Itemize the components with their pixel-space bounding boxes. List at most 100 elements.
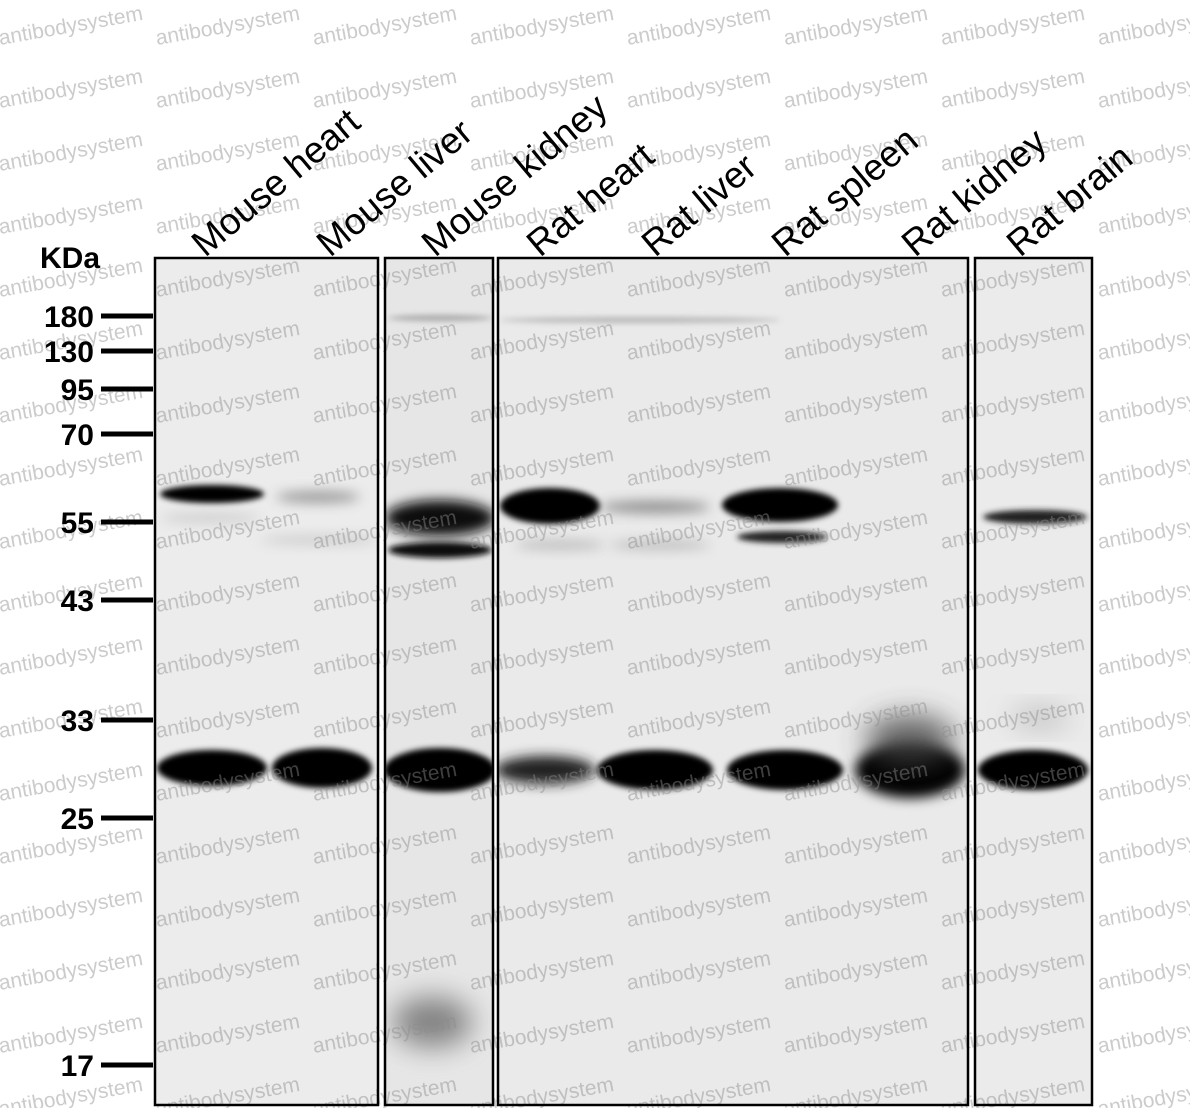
watermark: antibodysystem [1096, 884, 1190, 932]
band [597, 750, 713, 790]
band-group [500, 488, 600, 524]
band-group [500, 317, 780, 323]
watermark: antibodysystem [1096, 821, 1190, 869]
panel-border [383, 256, 495, 1107]
band [272, 748, 372, 788]
band [500, 317, 780, 323]
band [388, 542, 492, 558]
watermark: antibodysystem [1096, 569, 1190, 617]
band [737, 531, 827, 543]
watermark: antibodysystem [0, 65, 145, 113]
panel [385, 258, 493, 1105]
band-group [737, 531, 827, 543]
panel [975, 258, 1092, 1105]
watermark: antibodysystem [0, 128, 145, 176]
band [722, 488, 838, 522]
marker-label: 95 [61, 374, 94, 407]
watermark: antibodysystem [0, 884, 145, 932]
watermark: antibodysystem [468, 2, 616, 50]
marker-label: 180 [44, 301, 94, 334]
watermark: antibodysystem [1096, 506, 1190, 554]
band-group [978, 750, 1088, 790]
band [978, 750, 1088, 790]
band-group [160, 485, 264, 503]
band [276, 491, 360, 503]
marker-label: 25 [61, 803, 94, 836]
watermark: antibodysystem [1096, 758, 1190, 806]
panel [498, 258, 968, 1105]
band-group [983, 510, 1087, 524]
marker-label: 130 [44, 336, 94, 369]
watermark: antibodysystem [625, 2, 773, 50]
band-group [276, 491, 360, 503]
band [385, 500, 493, 536]
band [260, 535, 378, 545]
band-group [515, 540, 605, 550]
watermark: antibodysystem [1096, 947, 1190, 995]
band-group [160, 513, 260, 523]
band-group [272, 748, 372, 788]
band-group [1010, 710, 1070, 726]
watermark: antibodysystem [939, 65, 1087, 113]
watermark: antibodysystem [0, 632, 145, 680]
watermark: antibodysystem [1096, 1010, 1190, 1058]
watermark: antibodysystem [154, 2, 302, 50]
watermark: antibodysystem [0, 2, 145, 50]
watermark: antibodysystem [782, 2, 930, 50]
band-group [597, 750, 713, 790]
watermark: antibodysystem [1096, 191, 1190, 239]
band-group [385, 500, 493, 536]
band-group [600, 501, 710, 513]
watermark: antibodysystem [1096, 65, 1190, 113]
band [865, 715, 955, 765]
marker-unit: KDa [40, 242, 100, 275]
band-group [388, 315, 492, 321]
band-group [157, 750, 267, 786]
band-group [392, 997, 472, 1047]
band-group [388, 542, 492, 558]
band-group [722, 488, 838, 522]
bands [157, 315, 1088, 1047]
band-group [260, 535, 378, 545]
panel-borders [153, 256, 1094, 1107]
watermark: antibodysystem [311, 2, 459, 50]
band [600, 501, 710, 513]
watermark: antibodysystem [782, 65, 930, 113]
lane-label: Mouse kidney [414, 86, 616, 264]
marker-label: 55 [61, 507, 94, 540]
panel-border [496, 256, 970, 1107]
panel [155, 258, 378, 1105]
band [983, 510, 1087, 524]
panel-border [153, 256, 380, 1107]
watermark: antibodysystem [1096, 317, 1190, 365]
membrane-panels [155, 258, 1092, 1105]
watermark: antibodysystem [939, 2, 1087, 50]
marker-label: 17 [61, 1050, 94, 1083]
watermark: antibodysystem [154, 65, 302, 113]
band [385, 748, 493, 792]
band [500, 488, 600, 524]
band [610, 540, 710, 550]
watermark: antibodysystem [311, 65, 459, 113]
watermark: antibodysystem [1096, 380, 1190, 428]
watermark: antibodysystem [1096, 2, 1190, 50]
band [727, 750, 843, 790]
band [160, 485, 264, 503]
band-group [498, 756, 595, 784]
band-group [727, 750, 843, 790]
band [392, 997, 472, 1047]
band [1010, 710, 1070, 726]
watermark: antibodysystem [0, 758, 145, 806]
band [515, 540, 605, 550]
watermark: antibodysystem [1096, 443, 1190, 491]
watermark: antibodysystem [0, 947, 145, 995]
band [388, 315, 492, 321]
band-group [865, 715, 955, 765]
marker-label: 43 [61, 585, 94, 618]
watermark: antibodysystem [1096, 632, 1190, 680]
band [498, 756, 595, 784]
watermark: antibodysystem [1096, 254, 1190, 302]
